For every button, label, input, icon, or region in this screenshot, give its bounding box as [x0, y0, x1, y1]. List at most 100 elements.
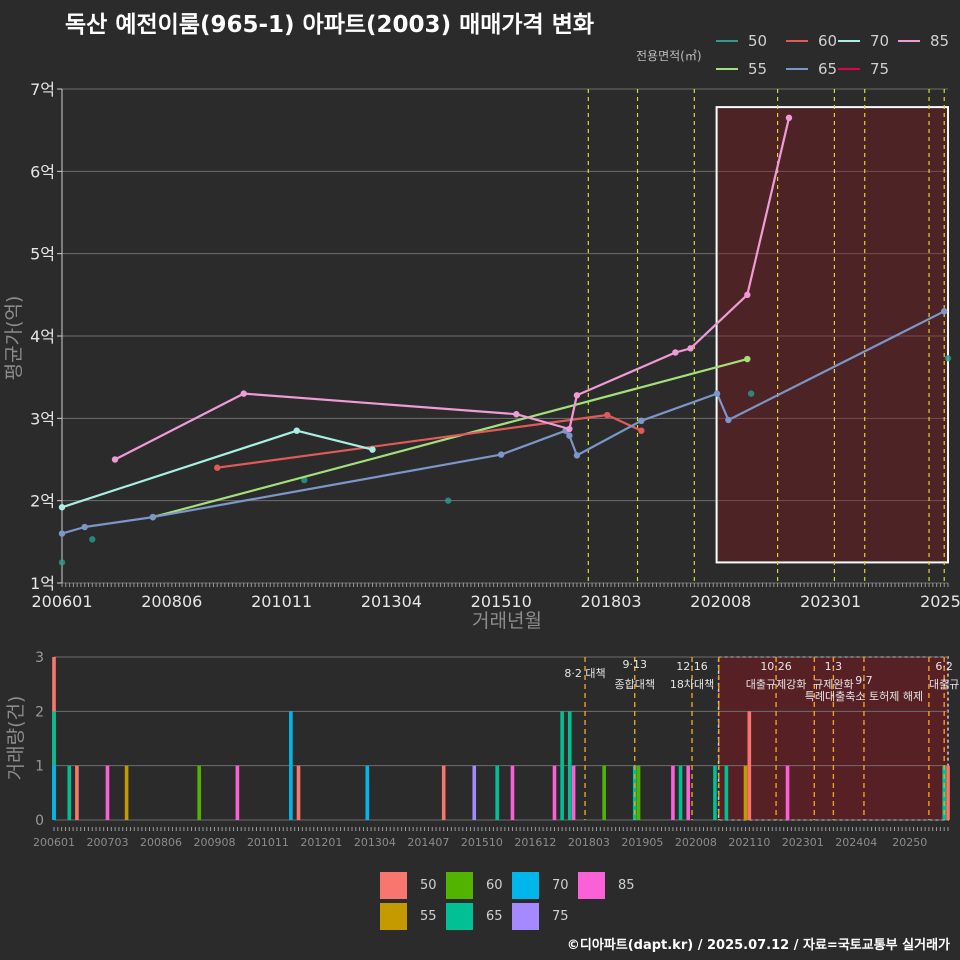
legend-item-55: 55: [716, 60, 767, 78]
policy-label-desc: 특례대출축소 토허제 해제: [805, 689, 923, 703]
bar-x-tick-label: 201407: [407, 836, 449, 849]
bar-legend-label-75: 75: [552, 909, 569, 924]
volume-bar-85: [510, 765, 515, 820]
volume-bar-65: [567, 711, 572, 820]
volume-bar-50: [747, 711, 752, 820]
bar-y-tick-label: 3: [35, 650, 44, 666]
volume-bar-50: [441, 765, 446, 820]
data-point-85: [573, 392, 581, 399]
policy-label-desc: 대출규: [929, 678, 959, 691]
data-point-50: [89, 536, 96, 543]
x-tick-label: 202301: [800, 592, 861, 611]
x-tick-label: 202008: [690, 592, 751, 611]
volume-bar-50: [946, 765, 950, 820]
policy-label-title: 12·16: [676, 660, 708, 673]
highlight-box: [715, 106, 949, 564]
data-point-85: [111, 456, 119, 463]
legend-line-60: [786, 40, 808, 42]
legend-line-70: [838, 40, 860, 42]
bar-legend-label-60: 60: [486, 878, 503, 893]
legend-label-85: 85: [930, 32, 950, 50]
price-line-chart: 1억 2억 3억 4억 5억 6억 7억 200601 200806 201011 201304 20…: [3, 80, 960, 632]
bar-x-tick-label: 201612: [514, 836, 556, 849]
x-axis-title: 거래년월: [472, 610, 542, 632]
y-tick-label: 1억: [30, 574, 55, 593]
data-point-65: [58, 530, 66, 537]
bar-y-tick-label: 0: [35, 813, 44, 829]
bar-legend-swatch-55: [380, 903, 407, 930]
y-tick-label: 6억: [30, 162, 55, 181]
y-tick-label: 5억: [30, 245, 55, 264]
bar-x-tick-label: 201905: [621, 836, 663, 849]
policy-label-title: 10·26: [760, 660, 792, 673]
footer-credit: ©디아파트(dapt.kr) / 2025.07.12 / 자료=국토교통부 실…: [566, 938, 950, 953]
volume-bar-85: [686, 765, 691, 820]
bar-x-tick-label: 201510: [461, 836, 503, 849]
legend-item-85: 85: [898, 32, 949, 50]
y-tick-label: 3억: [30, 409, 55, 428]
volume-bar-85: [785, 765, 790, 820]
bar-legend-item-85: 85: [578, 872, 635, 899]
data-point-70: [293, 427, 300, 434]
volume-bar-70: [289, 711, 293, 820]
legend-line-65: [786, 68, 808, 70]
volume-bar-65: [724, 765, 729, 820]
legend-line-50: [716, 40, 738, 42]
series-line-60: [217, 413, 642, 469]
x-tick-label: 201510: [471, 592, 532, 611]
policy-label-desc: 종합대책: [614, 678, 654, 691]
x-tick-label: 2025: [920, 592, 960, 611]
bar-x-tick-label: 200908: [193, 836, 235, 849]
data-point-70: [58, 504, 66, 511]
legend-label-50: 50: [748, 32, 768, 50]
policy-label-title: 9·13: [622, 658, 647, 671]
legend-line-85: [898, 40, 920, 42]
volume-bar-55: [743, 765, 748, 820]
bar-legend-item-70: 70: [512, 872, 569, 899]
bar-legend-swatch-60: [446, 872, 473, 899]
data-point-65: [573, 452, 581, 459]
bar-y-tick-label: 2: [35, 704, 44, 720]
bar-legend-swatch-85: [578, 872, 605, 899]
data-point-85: [785, 114, 793, 122]
series-line-85: [114, 117, 791, 461]
legend-item-50: 50: [716, 32, 767, 50]
data-point-50: [58, 559, 66, 566]
volume-bar-60: [197, 765, 201, 820]
volume-bar-70: [365, 765, 370, 820]
chart-title: 독산 예전이룸(965-1) 아파트(2003) 매매가격 변화: [65, 12, 595, 38]
data-point-65: [498, 451, 505, 458]
bar-x-tick-label: 202404: [835, 836, 877, 849]
bar-x-tick-label: 201803: [568, 836, 610, 849]
data-point-85: [566, 425, 573, 433]
bar-x-tick-label: 202008: [675, 836, 717, 849]
volume-bar-60: [602, 765, 606, 820]
bar-legend-item-60: 60: [446, 872, 503, 899]
legend-title: 전용면적(㎡): [636, 49, 702, 63]
legend-item-65: 65: [786, 60, 837, 78]
bar-legend-item-55: 55: [380, 903, 437, 930]
volume-bar-50: [296, 765, 301, 820]
bar-legend-label-50: 50: [420, 878, 437, 893]
bar-legend-swatch-70: [512, 872, 539, 899]
volume-bar-85: [552, 765, 557, 820]
data-point-85: [744, 291, 751, 299]
series-line-55: [152, 358, 748, 519]
data-point-65: [566, 432, 573, 439]
policy-label-desc: 대출규제강화: [746, 678, 807, 691]
data-point-65: [81, 523, 88, 531]
data-point-65: [941, 308, 948, 315]
legend-label-55: 55: [748, 60, 768, 78]
volume-bar-65: [67, 765, 72, 820]
legend-item-75: 75: [838, 60, 889, 78]
data-point-50: [747, 390, 755, 397]
legend-line-75: [838, 68, 860, 70]
volume-bar-75: [472, 765, 477, 820]
volume-bar-85: [235, 765, 240, 820]
x-tick-label: 200601: [31, 592, 92, 611]
bar-x-tick-label: 200601: [33, 836, 75, 849]
bar-x-tick-label: 200703: [86, 836, 128, 849]
volume-bar-65: [560, 711, 564, 820]
policy-label-title: 8·2 대책: [564, 667, 605, 680]
bar-x-tick-label: 202110: [728, 836, 770, 849]
